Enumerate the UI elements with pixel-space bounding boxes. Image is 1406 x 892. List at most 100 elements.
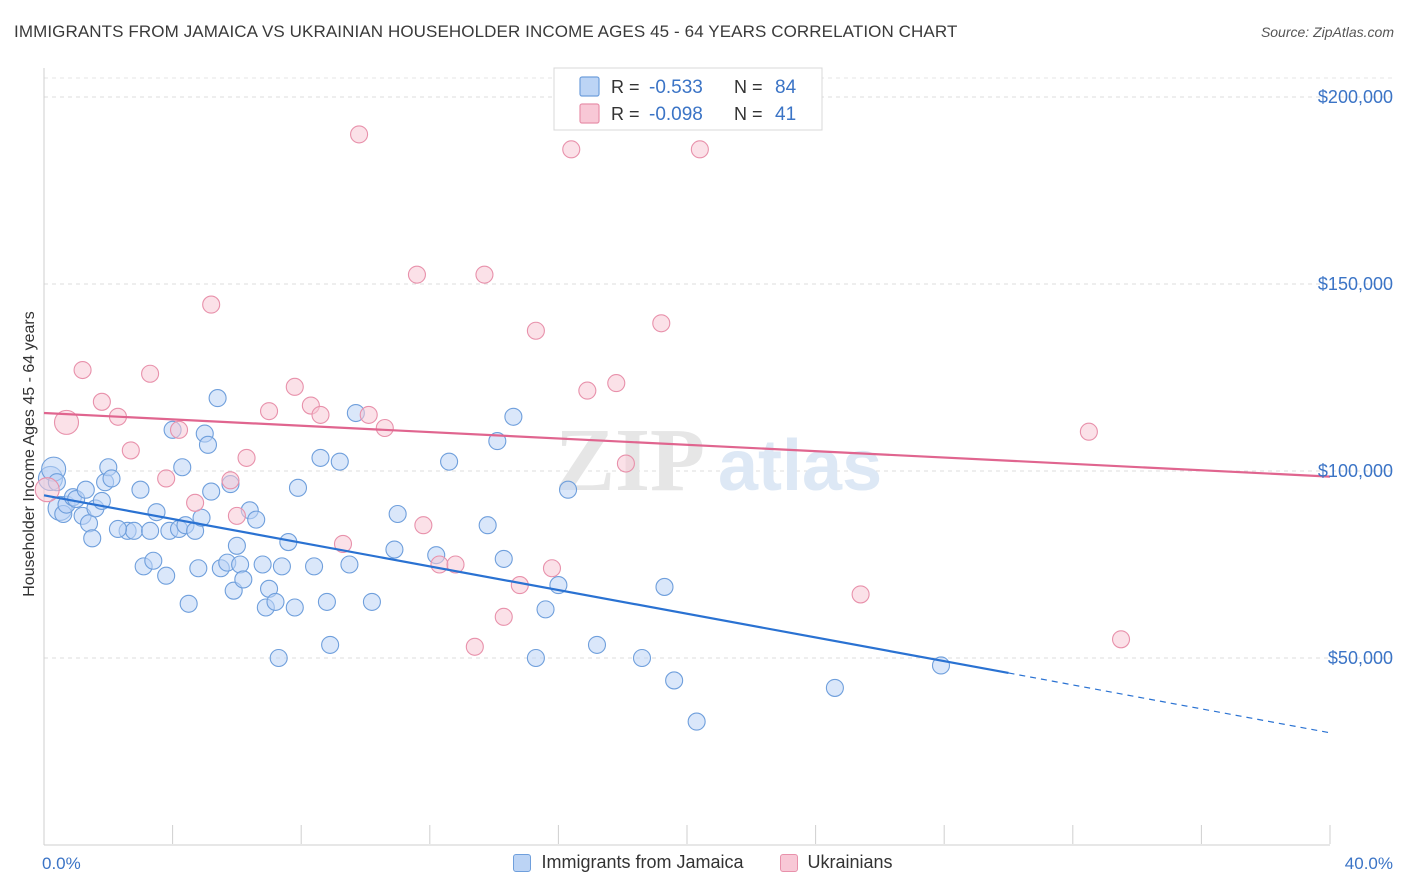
legend-swatch-jamaica [579, 76, 600, 97]
y-tick-label-3: $200,000 [1318, 87, 1393, 107]
point-jamaica-41 [227, 536, 246, 555]
point-jamaica-53 [285, 598, 304, 617]
point-jamaica-60 [340, 555, 359, 574]
point-ukrainians-38 [851, 585, 870, 604]
legend-n-label-jamaica: N = [734, 77, 763, 97]
point-jamaica-32 [192, 508, 211, 527]
y-tick-label-2: $150,000 [1318, 274, 1393, 294]
legend-item-ukrainians[interactable]: Ukrainians [779, 852, 893, 873]
y-tick-label-1: $100,000 [1318, 461, 1393, 481]
legend-r-value-jamaica: -0.533 [649, 77, 703, 98]
point-ukrainians-7 [157, 469, 176, 488]
legend-n-label-ukrainians: N = [734, 104, 763, 124]
point-jamaica-70 [504, 407, 523, 426]
point-ukrainians-5 [121, 441, 140, 460]
point-jamaica-64 [388, 504, 407, 524]
point-ukrainians-8 [169, 420, 189, 439]
legend-bottom: Immigrants from Jamaica Ukrainians [0, 852, 1406, 873]
point-ukrainians-30 [526, 321, 545, 340]
point-jamaica-8 [76, 480, 95, 499]
point-jamaica-62 [362, 592, 381, 611]
point-jamaica-72 [536, 600, 555, 619]
point-jamaica-50 [269, 648, 288, 668]
point-jamaica-51 [272, 557, 291, 576]
point-ukrainians-1 [53, 409, 80, 435]
point-ukrainians-36 [652, 314, 671, 333]
point-ukrainians-40 [1111, 630, 1131, 649]
point-jamaica-46 [253, 555, 272, 574]
point-ukrainians-25 [446, 555, 465, 574]
point-ukrainians-17 [311, 405, 330, 424]
watermark-atlas: atlas [718, 426, 882, 506]
legend-label-ukrainians: Ukrainians [807, 852, 893, 872]
watermark: ZIP atlas [555, 411, 882, 510]
point-ukrainians-11 [221, 471, 240, 490]
point-ukrainians-34 [607, 374, 626, 393]
legend-top: R = -0.533 N = 84 R = -0.098 N = 41 [553, 67, 823, 131]
legend-r-label-jamaica: R = [611, 77, 640, 97]
legend-r-label-ukrainians: R = [611, 104, 640, 124]
point-jamaica-43 [234, 570, 253, 589]
point-ukrainians-0 [34, 477, 60, 503]
point-jamaica-80 [825, 678, 844, 697]
point-jamaica-35 [202, 482, 221, 501]
point-jamaica-57 [317, 592, 336, 611]
point-jamaica-63 [385, 540, 404, 559]
point-jamaica-79 [687, 712, 706, 731]
point-jamaica-55 [305, 557, 324, 576]
point-jamaica-49 [266, 592, 285, 611]
legend-item-jamaica[interactable]: Immigrants from Jamaica [513, 852, 744, 873]
point-jamaica-67 [478, 516, 497, 535]
point-ukrainians-6 [141, 364, 160, 383]
point-jamaica-15 [102, 469, 121, 488]
trend-line-jamaica-extension [1008, 672, 1331, 734]
source-label: Source: ZipAtlas.com [1260, 24, 1394, 40]
data-points [34, 125, 1131, 731]
point-jamaica-27 [173, 458, 192, 477]
legend-swatch-ukrainians [779, 853, 798, 872]
point-jamaica-21 [144, 551, 163, 570]
trend-line-jamaica [43, 494, 1009, 675]
y-axis-label: Householder Income Ages 45 - 64 years [21, 311, 38, 597]
legend-n-value-ukrainians: 41 [775, 104, 796, 125]
point-jamaica-71 [526, 648, 545, 668]
point-ukrainians-27 [475, 265, 494, 284]
point-ukrainians-3 [92, 392, 111, 411]
x-tick-label-max: 40.0% [1345, 854, 1393, 873]
point-ukrainians-28 [494, 607, 513, 626]
point-ukrainians-31 [542, 559, 562, 578]
point-ukrainians-18 [333, 534, 353, 553]
point-jamaica-83 [108, 519, 127, 539]
point-ukrainians-22 [407, 265, 426, 284]
point-ukrainians-35 [616, 454, 635, 473]
legend-n-value-jamaica: 84 [775, 77, 797, 98]
grid-lines [44, 77, 1395, 659]
point-ukrainians-12 [227, 506, 246, 525]
point-jamaica-42 [231, 555, 250, 574]
point-ukrainians-13 [237, 448, 256, 467]
point-jamaica-59 [330, 452, 349, 471]
point-jamaica-56 [311, 448, 330, 467]
point-jamaica-45 [247, 510, 266, 529]
y-tick-label-0: $50,000 [1328, 648, 1393, 668]
point-jamaica-23 [157, 566, 176, 585]
point-ukrainians-23 [414, 516, 433, 535]
point-ukrainians-21 [375, 418, 394, 438]
legend-label-jamaica: Immigrants from Jamaica [541, 852, 744, 872]
point-jamaica-34 [198, 435, 218, 454]
point-ukrainians-2 [73, 360, 92, 380]
trend-lines [43, 411, 1331, 734]
point-ukrainians-15 [285, 377, 304, 396]
point-jamaica-31 [189, 559, 208, 578]
point-ukrainians-20 [359, 405, 378, 424]
point-ukrainians-9 [186, 493, 205, 512]
point-jamaica-77 [655, 577, 674, 596]
chart-title: IMMIGRANTS FROM JAMAICA VS UKRAINIAN HOU… [14, 22, 958, 41]
x-tick-label-min: 0.0% [42, 854, 81, 873]
point-ukrainians-10 [202, 295, 221, 314]
legend-swatch-jamaica [513, 853, 532, 872]
point-jamaica-68 [488, 432, 507, 451]
y-tick-labels: $50,000 $100,000 $150,000 $200,000 [1318, 87, 1393, 668]
point-jamaica-58 [321, 635, 340, 654]
